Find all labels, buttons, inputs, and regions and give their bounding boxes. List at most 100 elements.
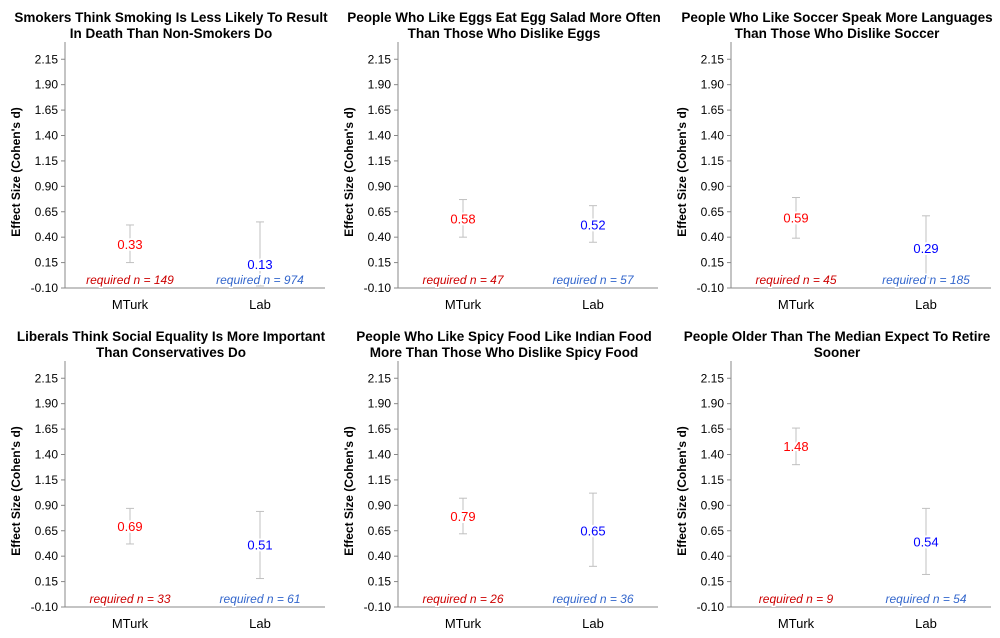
- y-tick-label: 1.40: [35, 129, 59, 143]
- point-value-label: 0.33: [117, 237, 142, 252]
- x-tick-label: Lab: [915, 297, 937, 312]
- y-tick-label: 0.40: [368, 549, 392, 563]
- y-tick-label: 1.90: [35, 397, 59, 411]
- y-tick-label: 1.65: [368, 103, 392, 117]
- y-tick-label: 1.65: [35, 103, 59, 117]
- chart-title: Liberals Think Social Equality Is More I…: [16, 329, 326, 360]
- x-tick-label: MTurk: [445, 297, 482, 312]
- required-n-note: required n = 36: [552, 592, 633, 606]
- y-tick-label: 1.15: [701, 473, 725, 487]
- x-tick-label: MTurk: [778, 297, 815, 312]
- y-tick-label: 0.65: [35, 205, 59, 219]
- y-axis-label: Effect Size (Cohen's d): [675, 107, 689, 237]
- x-tick-label: Lab: [582, 297, 604, 312]
- y-tick-label: 1.90: [701, 397, 725, 411]
- y-tick-label: 0.15: [701, 256, 725, 270]
- x-tick-label: MTurk: [112, 616, 149, 631]
- chart-title: People Who Like Spicy Food Like Indian F…: [356, 329, 652, 360]
- y-tick-label: -0.10: [31, 281, 59, 295]
- chart-svg: -0.10 0.15 0.40 0.65 0.90 1.15 1.40 1.65 1.90 2.1…: [675, 42, 991, 312]
- chart-title: Smokers Think Smoking Is Less Likely To …: [14, 10, 328, 41]
- y-tick-label: 1.40: [368, 129, 392, 143]
- required-n-note: required n = 149: [86, 273, 174, 287]
- required-n-note: required n = 54: [885, 592, 966, 606]
- y-tick-label: 0.65: [368, 524, 392, 538]
- y-tick-label: 0.90: [701, 179, 725, 193]
- y-tick-label: 1.40: [701, 129, 725, 143]
- required-n-note: required n = 974: [216, 273, 304, 287]
- point-value-label: 0.54: [913, 534, 938, 549]
- x-tick-label: MTurk: [445, 616, 482, 631]
- y-tick-label: 0.90: [35, 179, 59, 193]
- y-tick-label: 0.90: [368, 498, 392, 512]
- y-tick-label: 2.15: [701, 371, 725, 385]
- x-tick-label: Lab: [249, 297, 271, 312]
- point-value-label: 0.65: [580, 523, 605, 538]
- y-axis-label: Effect Size (Cohen's d): [675, 426, 689, 556]
- chart-panel: Smokers Think Smoking Is Less Likely To …: [0, 0, 333, 319]
- y-tick-label: 1.65: [35, 422, 59, 436]
- chart-panel: People Who Like Spicy Food Like Indian F…: [333, 319, 666, 638]
- y-tick-label: 1.90: [701, 78, 725, 92]
- chart-panel: People Who Like Soccer Speak More Langua…: [666, 0, 999, 319]
- y-tick-label: 0.40: [35, 549, 59, 563]
- x-tick-label: Lab: [249, 616, 271, 631]
- chart-title: People Who Like Soccer Speak More Langua…: [681, 10, 993, 41]
- required-n-note: required n = 45: [755, 273, 836, 287]
- y-axis-label: Effect Size (Cohen's d): [9, 426, 23, 556]
- y-tick-label: 1.65: [368, 422, 392, 436]
- required-n-note: required n = 26: [422, 592, 503, 606]
- required-n-note: required n = 61: [219, 592, 300, 606]
- y-tick-label: -0.10: [697, 600, 725, 614]
- chart-svg: -0.10 0.15 0.40 0.65 0.90 1.15 1.40 1.65 1.90 2.1…: [9, 42, 325, 312]
- y-tick-label: -0.10: [697, 281, 725, 295]
- y-tick-label: 0.15: [35, 256, 59, 270]
- y-tick-label: 1.15: [368, 154, 392, 168]
- point-value-label: 0.29: [913, 241, 938, 256]
- y-tick-label: 1.40: [35, 448, 59, 462]
- y-tick-label: 1.15: [701, 154, 725, 168]
- y-tick-label: 0.15: [35, 575, 59, 589]
- required-n-note: required n = 47: [422, 273, 504, 287]
- x-tick-label: MTurk: [778, 616, 815, 631]
- y-tick-label: 1.90: [368, 78, 392, 92]
- chart-panel: Liberals Think Social Equality Is More I…: [0, 319, 333, 638]
- required-n-note: required n = 33: [89, 592, 170, 606]
- y-tick-label: 0.65: [368, 205, 392, 219]
- point-value-label: 0.52: [580, 217, 605, 232]
- chart-svg: -0.10 0.15 0.40 0.65 0.90 1.15 1.40 1.65 1.90 2.1…: [342, 361, 658, 631]
- y-tick-label: 0.90: [35, 498, 59, 512]
- y-tick-label: 1.15: [368, 473, 392, 487]
- y-tick-label: 0.15: [368, 256, 392, 270]
- y-tick-label: 2.15: [368, 371, 392, 385]
- y-tick-label: 2.15: [368, 52, 392, 66]
- chart-panel: People Who Like Eggs Eat Egg Salad More …: [333, 0, 666, 319]
- y-tick-label: 1.90: [368, 397, 392, 411]
- y-tick-label: 1.15: [35, 473, 59, 487]
- required-n-note: required n = 185: [882, 273, 970, 287]
- y-axis-label: Effect Size (Cohen's d): [342, 426, 356, 556]
- point-value-label: 0.59: [783, 210, 808, 225]
- y-tick-label: 1.15: [35, 154, 59, 168]
- point-value-label: 0.69: [117, 519, 142, 534]
- y-tick-label: -0.10: [31, 600, 59, 614]
- chart-panel: People Older Than The Median Expect To R…: [666, 319, 999, 638]
- x-tick-label: Lab: [582, 616, 604, 631]
- y-tick-label: 0.40: [35, 230, 59, 244]
- y-tick-label: 1.65: [701, 422, 725, 436]
- y-tick-label: 0.65: [701, 205, 725, 219]
- y-tick-label: 2.15: [701, 52, 725, 66]
- y-tick-label: 1.90: [35, 78, 59, 92]
- point-value-label: 1.48: [783, 439, 808, 454]
- chart-title: People Older Than The Median Expect To R…: [683, 329, 991, 360]
- point-value-label: 0.51: [247, 537, 272, 552]
- y-tick-label: -0.10: [364, 600, 392, 614]
- required-n-note: required n = 9: [759, 592, 834, 606]
- chart-svg: -0.10 0.15 0.40 0.65 0.90 1.15 1.40 1.65 1.90 2.1…: [9, 361, 325, 631]
- chart-title: People Who Like Eggs Eat Egg Salad More …: [347, 10, 661, 41]
- y-tick-label: 2.15: [35, 52, 59, 66]
- y-tick-label: 0.40: [368, 230, 392, 244]
- y-tick-label: 0.15: [701, 575, 725, 589]
- y-tick-label: 0.40: [701, 549, 725, 563]
